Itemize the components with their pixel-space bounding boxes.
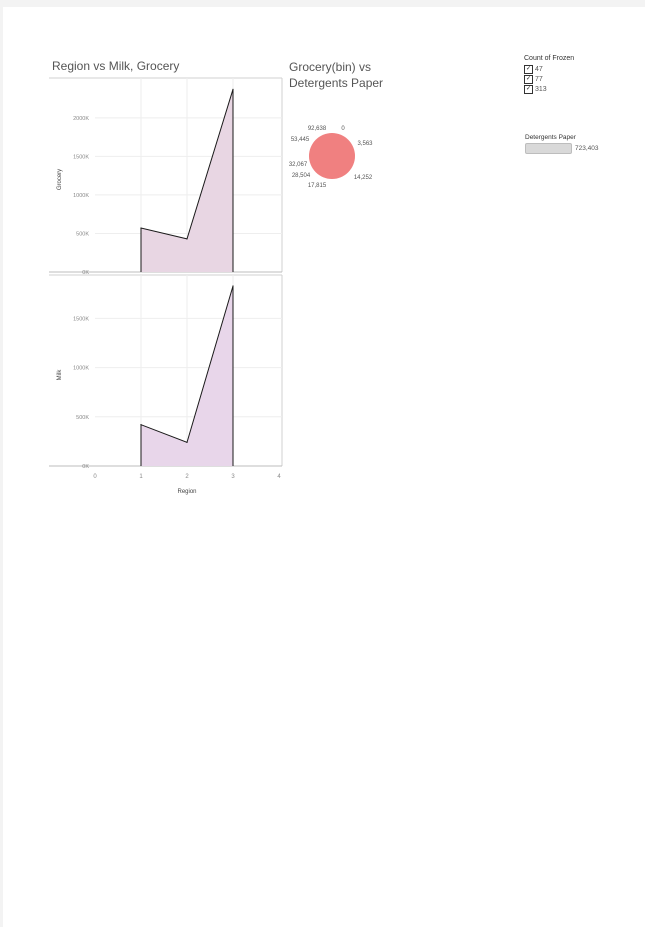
data-point xyxy=(186,238,188,240)
grocery-bin-pie-chart: 92,638 0 53,445 3,563 32,067 28,504 14,252 17,8… xyxy=(289,126,373,189)
y-tick-label: 1500K xyxy=(73,316,89,322)
pie-label: 14,252 xyxy=(354,175,373,181)
region-area-chart: 0K 500K 1000K 1500K 2000K Grocery 0K 500K 1000K 1… xyxy=(49,77,283,495)
frozen-legend: Count of Frozen ✓ 47 ✓ 77 ✓ 313 xyxy=(524,55,574,94)
y-tick-label: 0K xyxy=(82,270,89,276)
pie-label: 0 xyxy=(341,126,345,132)
frozen-legend-item[interactable]: ✓ 47 xyxy=(524,64,574,74)
detergents-legend: Detergents Paper 723,403 xyxy=(525,134,599,154)
detergents-size-row: 723,403 xyxy=(525,143,599,154)
pie-label: 3,563 xyxy=(357,141,373,147)
checkbox-checked-icon[interactable]: ✓ xyxy=(524,64,533,74)
data-point xyxy=(232,88,234,90)
y-tick-label: 2000K xyxy=(73,116,89,122)
data-point xyxy=(232,285,234,287)
frozen-legend-item[interactable]: ✓ 313 xyxy=(524,84,574,94)
data-point xyxy=(140,227,142,229)
frozen-legend-label: 313 xyxy=(535,85,547,93)
x-tick-label: 1 xyxy=(139,474,143,480)
data-point xyxy=(140,424,142,426)
detergents-legend-title: Detergents Paper xyxy=(525,134,576,141)
left-chart-title: Region vs Milk, Grocery xyxy=(52,59,180,73)
x-tick-label: 0 xyxy=(93,474,97,480)
pie-label: 17,815 xyxy=(308,183,327,189)
frozen-legend-item[interactable]: ✓ 77 xyxy=(524,74,574,84)
y-tick-label: 0K xyxy=(82,464,89,470)
frozen-legend-title: Count of Frozen xyxy=(524,55,575,62)
x-tick-label: 4 xyxy=(277,474,281,480)
checkbox-checked-icon[interactable]: ✓ xyxy=(524,84,533,94)
y-axis-title: Milk xyxy=(57,369,63,381)
pie-label: 53,445 xyxy=(291,137,310,143)
area-fill xyxy=(141,89,233,272)
y-tick-label: 1500K xyxy=(73,154,89,160)
y-tick-label: 500K xyxy=(76,415,89,421)
pie-label: 28,504 xyxy=(292,173,311,179)
area-fill xyxy=(141,285,233,466)
data-point xyxy=(186,441,188,443)
x-tick-label: 2 xyxy=(185,474,189,480)
x-axis-title: Region xyxy=(177,489,196,495)
x-tick-label: 3 xyxy=(231,474,235,480)
frozen-legend-label: 77 xyxy=(535,75,543,83)
pie-label: 32,067 xyxy=(289,162,308,168)
y-tick-label: 1000K xyxy=(73,366,89,372)
pie-label: 92,638 xyxy=(308,126,327,132)
y-tick-label: 500K xyxy=(76,231,89,237)
y-tick-label: 1000K xyxy=(73,193,89,199)
pie-slice xyxy=(309,133,355,179)
frozen-legend-label: 47 xyxy=(535,65,543,73)
y-axis-title: Grocery xyxy=(57,169,63,190)
right-chart-title: Grocery(bin) vs Detergents Paper xyxy=(289,60,384,90)
checkbox-checked-icon[interactable]: ✓ xyxy=(524,74,533,84)
detergents-size-value: 723,403 xyxy=(575,145,599,152)
detergents-size-swatch xyxy=(525,143,572,154)
